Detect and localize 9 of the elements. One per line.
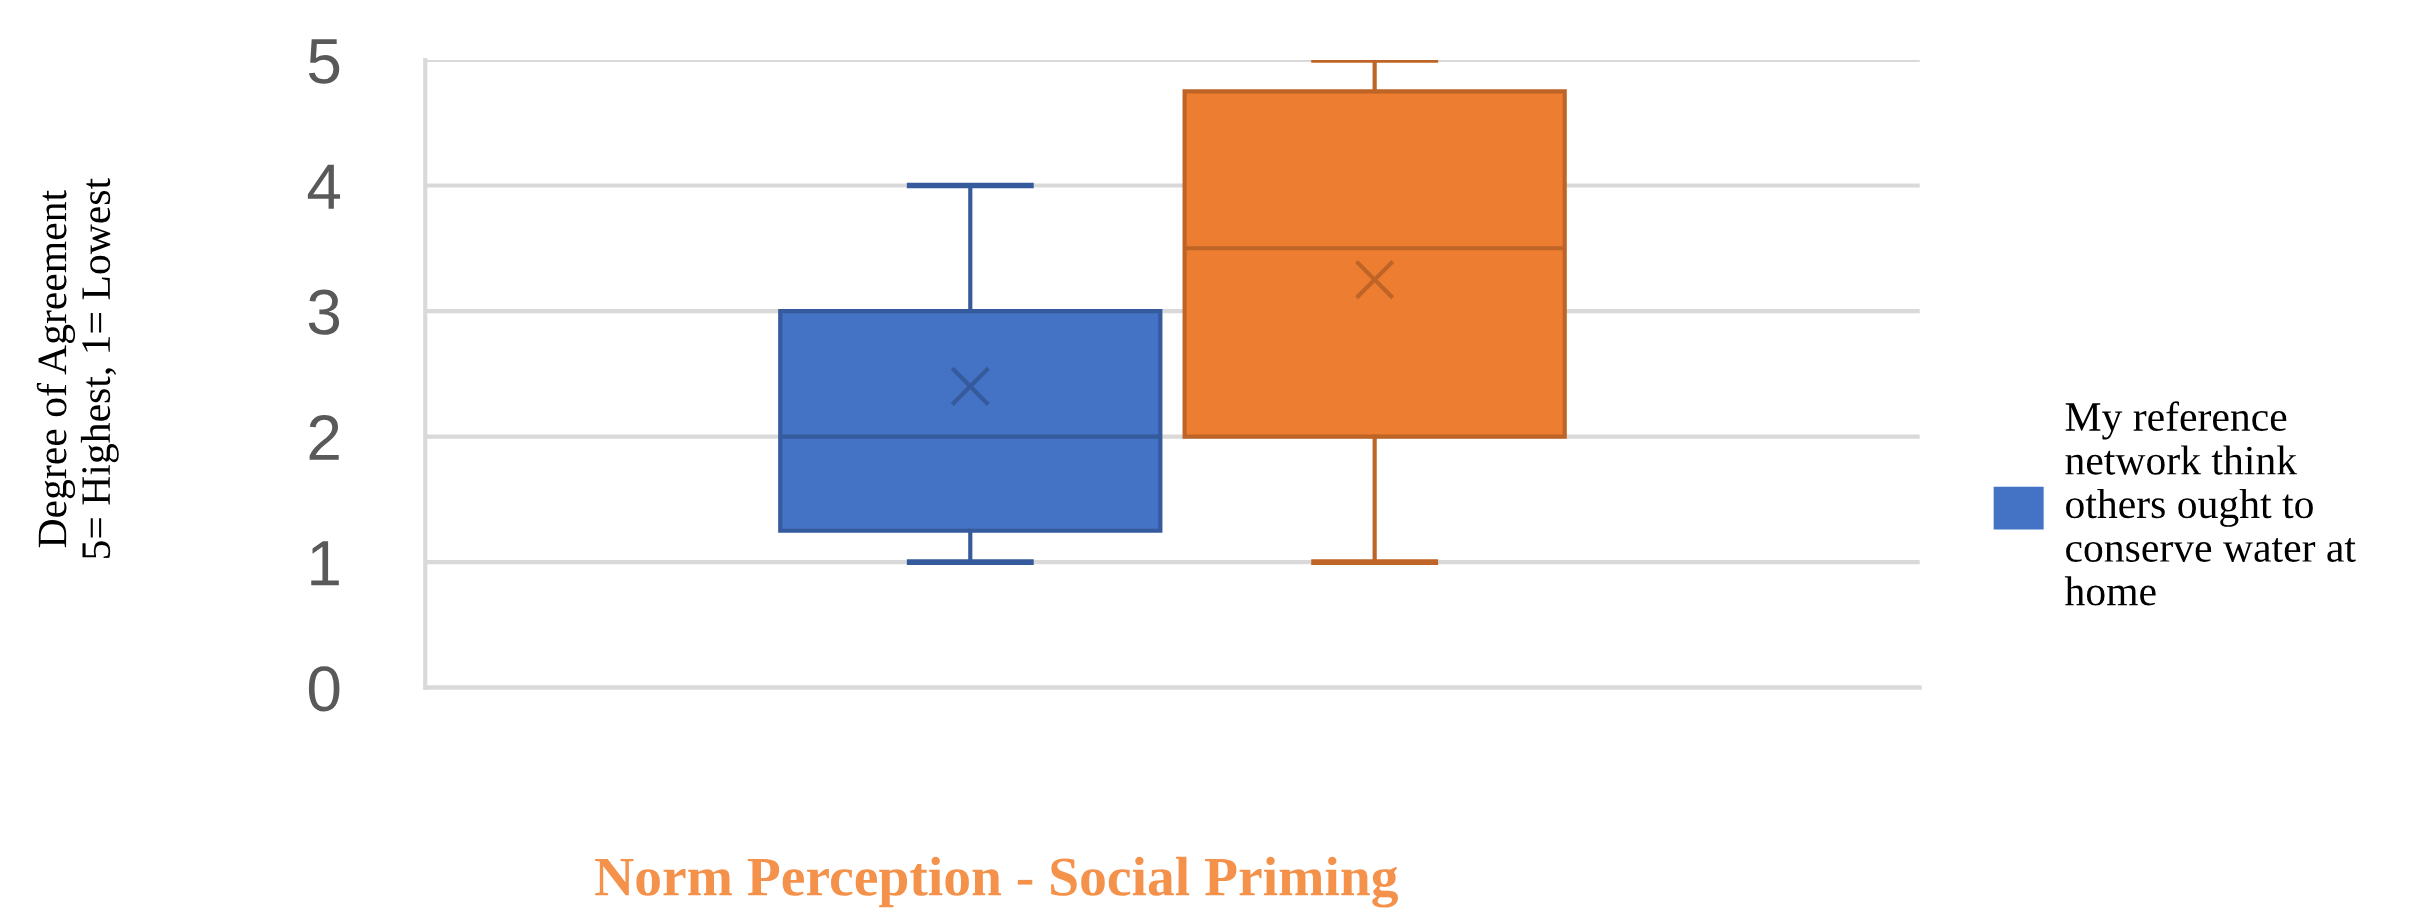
- y-tick-label: 1: [311, 541, 339, 586]
- y-tick-label: 3: [308, 289, 340, 335]
- y-tick-label: 2: [309, 415, 339, 460]
- legend-label: My reference network think others ought to conserve water at home: [2064, 401, 2356, 606]
- y-tick-label: 5: [308, 39, 340, 84]
- y-axis-title: Degree of Agreement 5= Highest, 1= Lowest: [36, 178, 119, 559]
- text: Norm Perception - Social Priming: [595, 856, 1398, 908]
- y-tick-label: 0: [308, 666, 340, 712]
- y-tick-label: 4: [307, 164, 341, 209]
